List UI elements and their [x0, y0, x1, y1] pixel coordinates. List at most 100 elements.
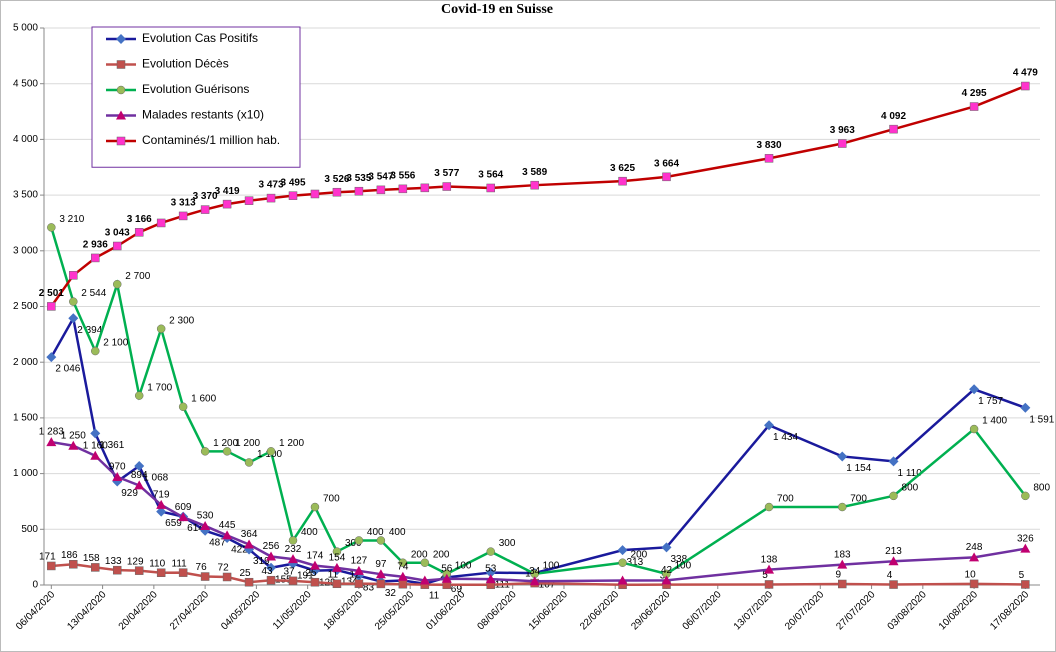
legend-label: Malades restants (x10) — [142, 108, 264, 122]
data-label: 11 — [328, 569, 339, 580]
data-label: 138 — [761, 554, 778, 565]
point — [889, 124, 898, 134]
point — [68, 313, 79, 324]
data-label: 200 — [433, 549, 450, 560]
point — [332, 579, 342, 589]
point — [764, 154, 774, 163]
data-label: 56 — [441, 563, 453, 574]
point — [244, 577, 254, 587]
data-label: 3 589 — [522, 167, 547, 178]
y-tick-label: 3 000 — [13, 245, 38, 256]
point — [764, 564, 775, 574]
data-label: 2 046 — [55, 364, 80, 375]
point — [617, 545, 628, 556]
legend-label: Evolution Guérisons — [142, 82, 249, 96]
data-label: 1 591 — [1029, 414, 1054, 425]
data-label: 129 — [127, 556, 144, 567]
y-tick-label: 1 500 — [13, 413, 38, 424]
data-label: 100 — [675, 561, 692, 572]
data-label: 3 — [660, 570, 666, 581]
point — [244, 196, 254, 205]
data-label: 2 936 — [83, 240, 108, 251]
point — [442, 182, 452, 191]
point — [309, 560, 320, 570]
point — [112, 279, 122, 289]
point — [1021, 81, 1030, 91]
data-label: 1 154 — [846, 463, 871, 474]
data-label: 445 — [219, 520, 236, 531]
data-label: 3 166 — [127, 214, 152, 225]
point — [156, 218, 166, 228]
point — [661, 575, 672, 585]
point — [419, 575, 430, 585]
data-label: 1 200 — [279, 438, 304, 449]
data-label: 2 394 — [77, 325, 102, 336]
data-label: 1 250 — [61, 430, 86, 441]
y-tick-label: 0 — [32, 580, 38, 591]
data-label: 1 200 — [213, 438, 238, 449]
data-label: 9 — [835, 570, 841, 581]
point — [888, 456, 899, 467]
point — [485, 574, 496, 584]
data-label: 719 — [153, 490, 170, 501]
y-tick-label: 2 000 — [13, 357, 38, 368]
y-tick-label: 2 500 — [13, 301, 38, 312]
data-label: 800 — [1033, 483, 1050, 494]
legend-box — [91, 26, 301, 168]
legend-marker — [116, 85, 126, 95]
point — [47, 223, 56, 232]
point — [397, 571, 408, 581]
point — [486, 183, 495, 193]
data-label: 3 625 — [610, 163, 635, 174]
data-label: 3 419 — [215, 186, 240, 197]
data-label: 111 — [172, 558, 188, 569]
y-tick-label: 4 000 — [13, 134, 38, 145]
data-label: 213 — [885, 546, 902, 557]
point — [47, 561, 56, 571]
data-label: 487 — [209, 537, 226, 548]
point — [376, 185, 386, 195]
data-label: 5 — [1019, 570, 1025, 581]
data-label: 3 577 — [434, 168, 459, 179]
point — [288, 554, 298, 564]
point — [178, 402, 188, 412]
point — [200, 205, 210, 214]
data-label: 400 — [367, 527, 384, 538]
point — [617, 575, 628, 585]
data-label: 1 757 — [978, 396, 1003, 407]
data-label: 700 — [323, 494, 340, 505]
data-label: 3 473 — [259, 180, 284, 191]
data-label: 3 043 — [105, 228, 130, 239]
data-label: 127 — [351, 555, 368, 566]
y-tick-label: 5 000 — [13, 23, 38, 34]
point — [764, 502, 774, 512]
data-label: 929 — [121, 488, 138, 499]
point — [618, 176, 627, 186]
data-label: 1 361 — [99, 440, 124, 451]
data-label: 700 — [850, 494, 867, 505]
point — [112, 565, 122, 575]
point — [420, 183, 430, 193]
point — [398, 579, 408, 589]
point — [1020, 402, 1031, 413]
data-label: 158 — [83, 553, 100, 564]
point — [178, 211, 188, 221]
point — [486, 547, 495, 556]
data-label: 300 — [345, 538, 362, 549]
y-tick-label: 1 000 — [13, 468, 38, 479]
point — [354, 536, 364, 545]
data-label: 133 — [105, 556, 122, 567]
data-label: 100 — [543, 561, 560, 572]
point — [969, 579, 979, 589]
data-label: 2 — [440, 570, 446, 581]
data-label: 5 — [762, 570, 768, 581]
point — [200, 572, 210, 581]
point — [156, 499, 167, 509]
point — [529, 576, 540, 586]
data-label: 3 526 — [324, 174, 349, 185]
data-label: 3 495 — [280, 177, 305, 188]
point — [420, 558, 430, 567]
data-label: 3 830 — [757, 140, 782, 151]
data-label: 700 — [777, 494, 794, 505]
